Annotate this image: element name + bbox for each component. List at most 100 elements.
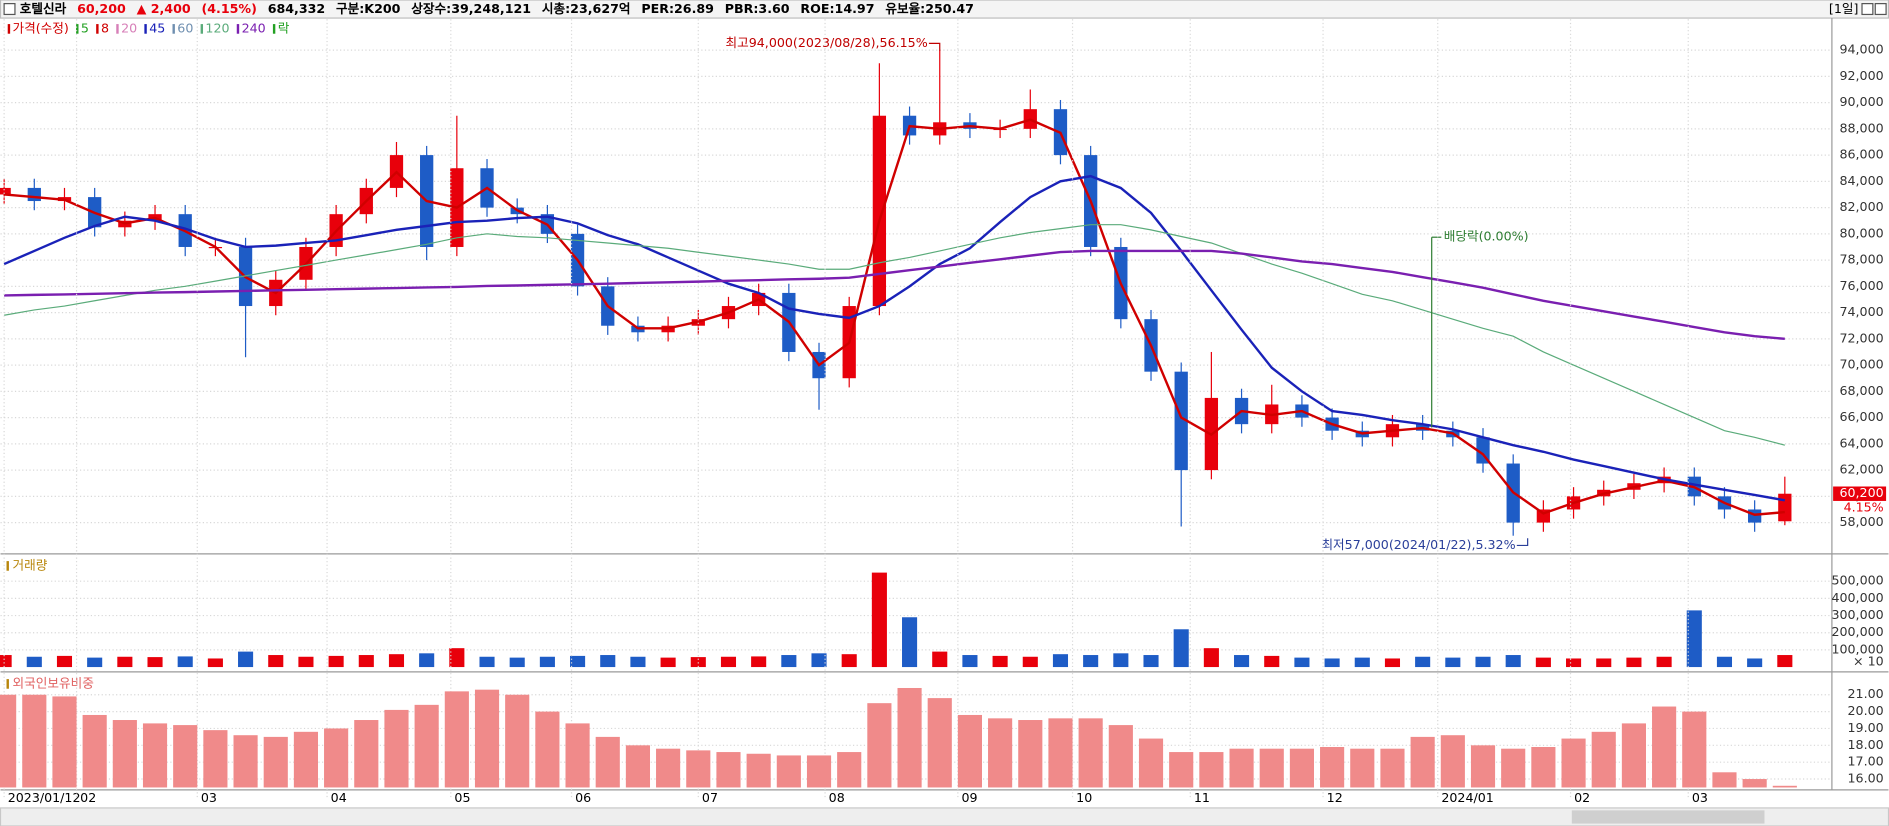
x-tick-label: 2023/01/12 (8, 790, 81, 805)
ma-line (4, 249, 1785, 341)
bar (1682, 711, 1707, 788)
bar (1626, 657, 1642, 668)
bar (474, 689, 500, 788)
y-tick-label: 100,000 (1831, 641, 1883, 656)
bar (388, 654, 405, 668)
bar (203, 730, 228, 788)
bar (1169, 752, 1194, 788)
bar (505, 694, 530, 788)
change-tag-label: 4.15% (1844, 500, 1884, 515)
x-tick-label: 06 (575, 790, 591, 805)
y-tick-label: 90,000 (1839, 94, 1883, 109)
bar (324, 728, 349, 788)
y-tick-label: 19.00 (1848, 720, 1884, 735)
bar (56, 655, 73, 668)
legend-swatch (7, 24, 11, 34)
y-tick-label: 66,000 (1839, 409, 1883, 424)
bar (233, 735, 258, 788)
bar (328, 655, 344, 668)
bar (1596, 658, 1612, 668)
bar (22, 694, 47, 788)
bar (902, 617, 918, 668)
legend-label: 8 (101, 20, 109, 35)
legend-label: 60 (177, 20, 193, 35)
x-tick-label: 07 (702, 790, 718, 805)
bar (1415, 656, 1431, 668)
bar (1294, 657, 1310, 668)
candle-body (872, 115, 887, 307)
candle-body (27, 187, 41, 202)
bar (1350, 748, 1375, 788)
panel-title-marker (6, 679, 9, 689)
panel-title-marker (6, 561, 9, 571)
bar (1143, 655, 1159, 668)
bar (263, 736, 288, 788)
window-button[interactable] (1861, 3, 1874, 16)
legend-label: 120 (205, 20, 229, 35)
bar (625, 745, 651, 788)
bar (1712, 772, 1737, 788)
legend-swatch (96, 24, 99, 34)
bar (1018, 720, 1043, 788)
header-item: (4.15%) (202, 1, 257, 16)
header-item: 호텔신라 (20, 1, 67, 16)
legend-label: 5 (81, 20, 89, 35)
header-item: 60,200 (77, 1, 126, 16)
checkbox[interactable] (3, 3, 16, 16)
bar (690, 657, 706, 668)
bar (1138, 738, 1164, 788)
legend-swatch (144, 24, 147, 34)
bar (962, 655, 978, 668)
y-tick-label: 88,000 (1839, 120, 1883, 135)
bar (142, 723, 168, 788)
bar (238, 651, 254, 668)
bar (0, 655, 12, 668)
bar (298, 656, 314, 668)
bar (630, 656, 646, 668)
bar (384, 709, 409, 788)
y-tick-label: 70,000 (1839, 357, 1883, 372)
scroll-thumb[interactable] (1571, 810, 1765, 824)
candle-body (1778, 493, 1792, 522)
y-tick-label: 76,000 (1839, 278, 1883, 293)
candle-body (1174, 371, 1188, 471)
y-tick-label: 18.00 (1848, 737, 1884, 752)
bar (988, 718, 1013, 788)
bar (147, 657, 163, 668)
legend-swatch (116, 24, 119, 34)
y-tick-label: 62,000 (1839, 462, 1883, 477)
bar (716, 752, 741, 788)
y-tick-label: 78,000 (1839, 252, 1883, 267)
legend-label: 20 (121, 20, 137, 35)
bar (686, 750, 711, 788)
y-tick-label: 92,000 (1839, 68, 1883, 83)
bar (354, 720, 379, 788)
price-tag (1833, 486, 1887, 501)
bar (1078, 718, 1103, 788)
ma-line (3, 174, 1786, 502)
bar (26, 656, 42, 668)
legend-swatch (272, 24, 276, 34)
bar (871, 572, 887, 668)
bar (1716, 656, 1733, 668)
bar (897, 687, 922, 788)
bar (444, 691, 469, 788)
bar (1652, 706, 1677, 788)
y-tick-label: 21.00 (1848, 686, 1884, 701)
y-tick-label: 200,000 (1831, 624, 1883, 639)
bar (173, 725, 198, 788)
bar (1470, 745, 1496, 788)
y-tick-label: 500,000 (1831, 573, 1883, 588)
bar (82, 714, 107, 788)
close-button[interactable] (1874, 3, 1887, 16)
bar (751, 656, 767, 668)
x-tick-label: 10 (1076, 790, 1092, 805)
bar (595, 736, 620, 788)
bar (509, 657, 525, 668)
bar (358, 655, 374, 668)
bar (1199, 752, 1224, 788)
bar (1591, 731, 1616, 788)
bar (660, 657, 676, 668)
